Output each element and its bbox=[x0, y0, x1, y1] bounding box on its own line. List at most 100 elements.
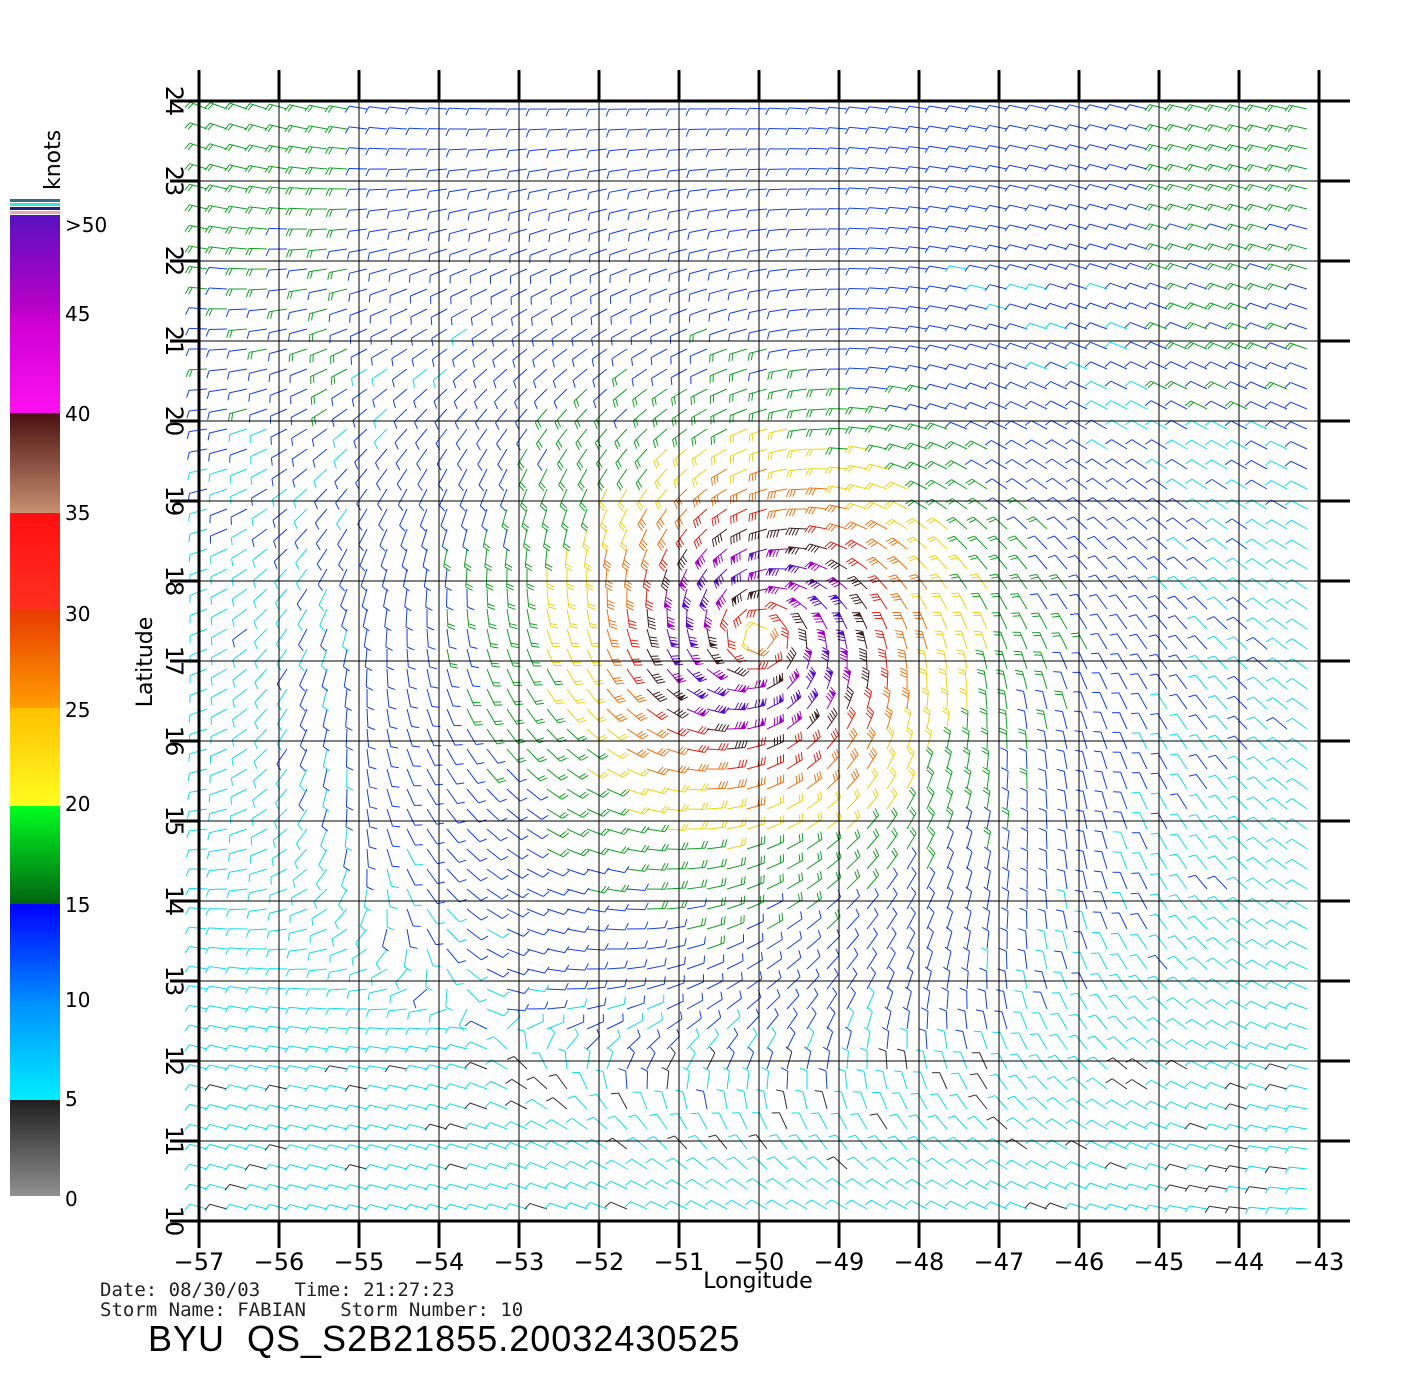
wind-barb bbox=[784, 581, 808, 592]
wind-barb bbox=[366, 768, 377, 790]
wind-barb bbox=[366, 748, 377, 770]
wind-barb bbox=[1055, 729, 1068, 750]
wind-barb bbox=[1144, 143, 1168, 152]
wind-barb bbox=[606, 808, 630, 816]
wind-barb bbox=[433, 388, 448, 409]
wind-barb bbox=[1164, 341, 1188, 350]
wind-barb bbox=[1207, 855, 1228, 870]
wind-barb bbox=[527, 188, 548, 201]
wind-barb bbox=[984, 284, 1008, 291]
wind-barb bbox=[1264, 1083, 1288, 1091]
wind-barb bbox=[562, 528, 571, 552]
wind-barb bbox=[1065, 1119, 1088, 1130]
wind-barb bbox=[726, 628, 737, 650]
wind-barb bbox=[273, 548, 288, 569]
wind-barb bbox=[665, 1157, 688, 1170]
wind-barb bbox=[269, 388, 288, 403]
wind-barb bbox=[466, 588, 475, 611]
wind-barb bbox=[444, 1203, 468, 1211]
wind-barb bbox=[925, 746, 934, 770]
wind-barb bbox=[385, 628, 393, 651]
wind-barb bbox=[961, 726, 970, 750]
wind-barb bbox=[305, 988, 328, 997]
wind-barb bbox=[1147, 575, 1168, 590]
wind-barb bbox=[861, 666, 870, 690]
wind-barb bbox=[506, 708, 525, 725]
wind-barb bbox=[487, 188, 508, 200]
wind-barb bbox=[1084, 302, 1108, 310]
wind-barb bbox=[1224, 1041, 1248, 1050]
wind-barb bbox=[686, 802, 709, 811]
wind-barb bbox=[686, 726, 710, 735]
wind-barb bbox=[744, 621, 768, 630]
wind-barb bbox=[996, 989, 1008, 1010]
wind-barb bbox=[406, 788, 423, 806]
wind-barb bbox=[1184, 420, 1208, 430]
wind-barb bbox=[1025, 458, 1048, 470]
wind-barb bbox=[1149, 693, 1168, 710]
wind-barb bbox=[606, 1013, 624, 1030]
wind-barb bbox=[294, 848, 308, 870]
wind-barb bbox=[1148, 634, 1168, 650]
wind-barb bbox=[944, 324, 968, 332]
wind-barb bbox=[405, 608, 413, 631]
wind-barb bbox=[872, 1091, 888, 1110]
wind-barb bbox=[186, 808, 208, 820]
wind-barb bbox=[930, 592, 948, 610]
wind-barb bbox=[1144, 183, 1168, 192]
wind-barb bbox=[1244, 223, 1268, 232]
wind-barb bbox=[327, 288, 348, 302]
wind-barb bbox=[1224, 163, 1248, 172]
wind-barb bbox=[1086, 497, 1108, 510]
wind-barb bbox=[463, 548, 472, 572]
wind-barb bbox=[688, 308, 708, 323]
wind-barb bbox=[1124, 341, 1148, 350]
wind-barb bbox=[184, 122, 208, 130]
wind-barb bbox=[466, 768, 486, 784]
wind-barb bbox=[1184, 1039, 1208, 1050]
wind-barb bbox=[318, 848, 328, 872]
wind-barb bbox=[846, 788, 860, 810]
wind-barb bbox=[1244, 322, 1268, 330]
wind-barb bbox=[924, 125, 948, 133]
wind-barb bbox=[1284, 263, 1308, 272]
wind-barb bbox=[305, 208, 328, 217]
wind-barb bbox=[1264, 243, 1288, 252]
wind-barb bbox=[766, 268, 788, 279]
wind-barb bbox=[786, 710, 803, 730]
wind-barb bbox=[890, 593, 908, 610]
wind-barb bbox=[444, 1044, 468, 1051]
wind-barb bbox=[1056, 768, 1068, 790]
wind-barb bbox=[605, 1159, 628, 1170]
wind-barb bbox=[1084, 1140, 1108, 1150]
wind-barb bbox=[1012, 1011, 1028, 1030]
wind-barb bbox=[505, 108, 528, 117]
wind-barb bbox=[885, 537, 908, 550]
wind-barb bbox=[901, 686, 910, 710]
wind-barb bbox=[274, 788, 288, 810]
wind-barb bbox=[866, 726, 876, 750]
wind-barb bbox=[1129, 633, 1148, 650]
wind-barb bbox=[390, 308, 408, 325]
wind-barb bbox=[846, 869, 861, 890]
wind-barb bbox=[1146, 517, 1168, 530]
wind-barb bbox=[1047, 554, 1068, 570]
wind-barb bbox=[252, 548, 268, 568]
wind-barb bbox=[1125, 497, 1148, 510]
wind-barb bbox=[1166, 997, 1188, 1010]
wind-barb bbox=[566, 868, 590, 876]
wind-barb bbox=[864, 366, 888, 375]
wind-barb bbox=[364, 1184, 388, 1191]
wind-barb bbox=[1001, 787, 1010, 810]
wind-barb bbox=[953, 1051, 968, 1070]
wind-barb bbox=[487, 208, 508, 221]
wind-barb bbox=[495, 408, 508, 430]
wind-barb bbox=[344, 1104, 368, 1112]
wind-barb bbox=[304, 1164, 328, 1172]
wind-barb bbox=[338, 548, 348, 572]
wind-barb bbox=[766, 912, 784, 930]
wind-barb bbox=[210, 668, 228, 686]
wind-barb bbox=[344, 1045, 368, 1054]
wind-barb bbox=[690, 408, 708, 426]
wind-barb bbox=[1284, 460, 1308, 470]
